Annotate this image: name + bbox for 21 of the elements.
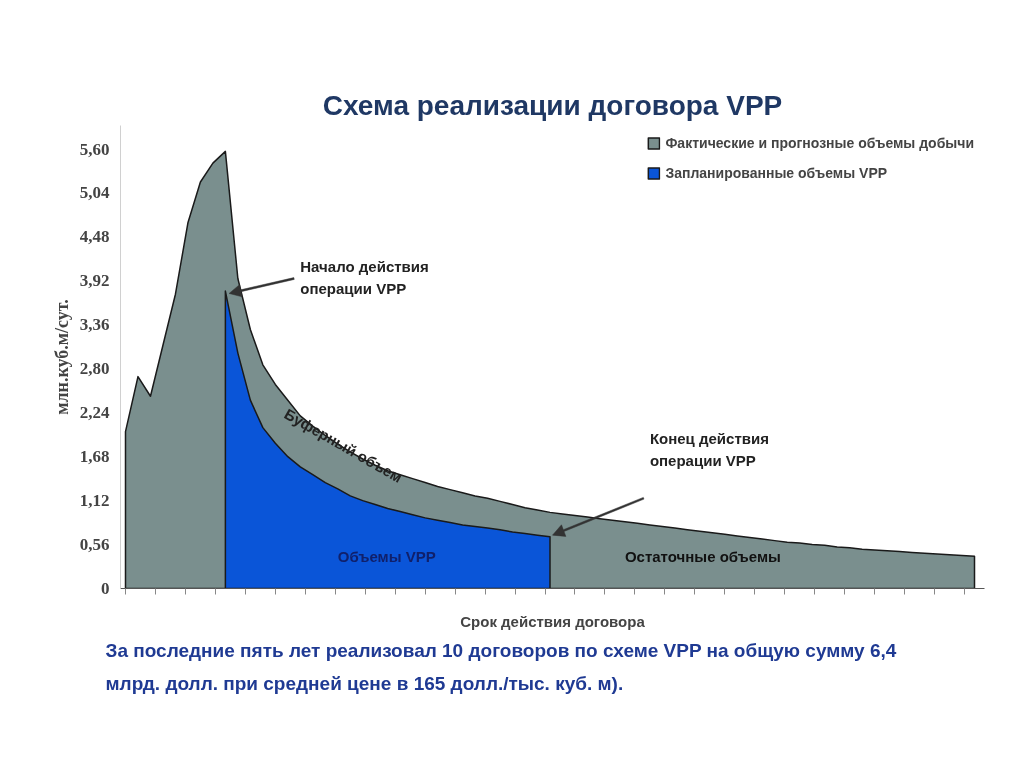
chart-title: Схема реализации договора VPP [322,89,783,121]
annotation: Начало действия операции VPP [300,257,429,297]
y-tick-label: 3,92 [79,271,110,291]
text: За последние пять лет реализовал 10 договоров по схеме VPP на общую сумму 6,4 млрд. долл. при средней цене в 165 долл./тыс. куб. м). [105,639,897,694]
y-tick-label: 2,80 [79,359,110,379]
y-tick-label: 5,60 [79,139,110,159]
annotation: Остаточные объемы [624,547,781,565]
y-tick-label: 4,48 [79,227,110,247]
legend-label: Запланированные объемы VPP [665,165,888,181]
y-tick-label: 1,68 [79,447,110,467]
y-tick-label: 3,36 [79,315,110,335]
annotation: Объемы VPP [337,547,436,565]
y-tick-label: 0,56 [79,535,110,555]
annotation: Конец действия операции VPP [649,430,769,470]
legend-label: Фактические и прогнозные объемы добычи [665,135,974,151]
y-tick-label: 2,24 [79,403,110,423]
x-axis-title: Срок действия договора [460,612,646,630]
y-axis-title: млн.куб.м/сут. [51,299,72,415]
y-tick-label: 1,12 [79,491,110,511]
y-tick-label: 0 [101,579,110,598]
y-tick-label: 5,04 [79,183,110,203]
